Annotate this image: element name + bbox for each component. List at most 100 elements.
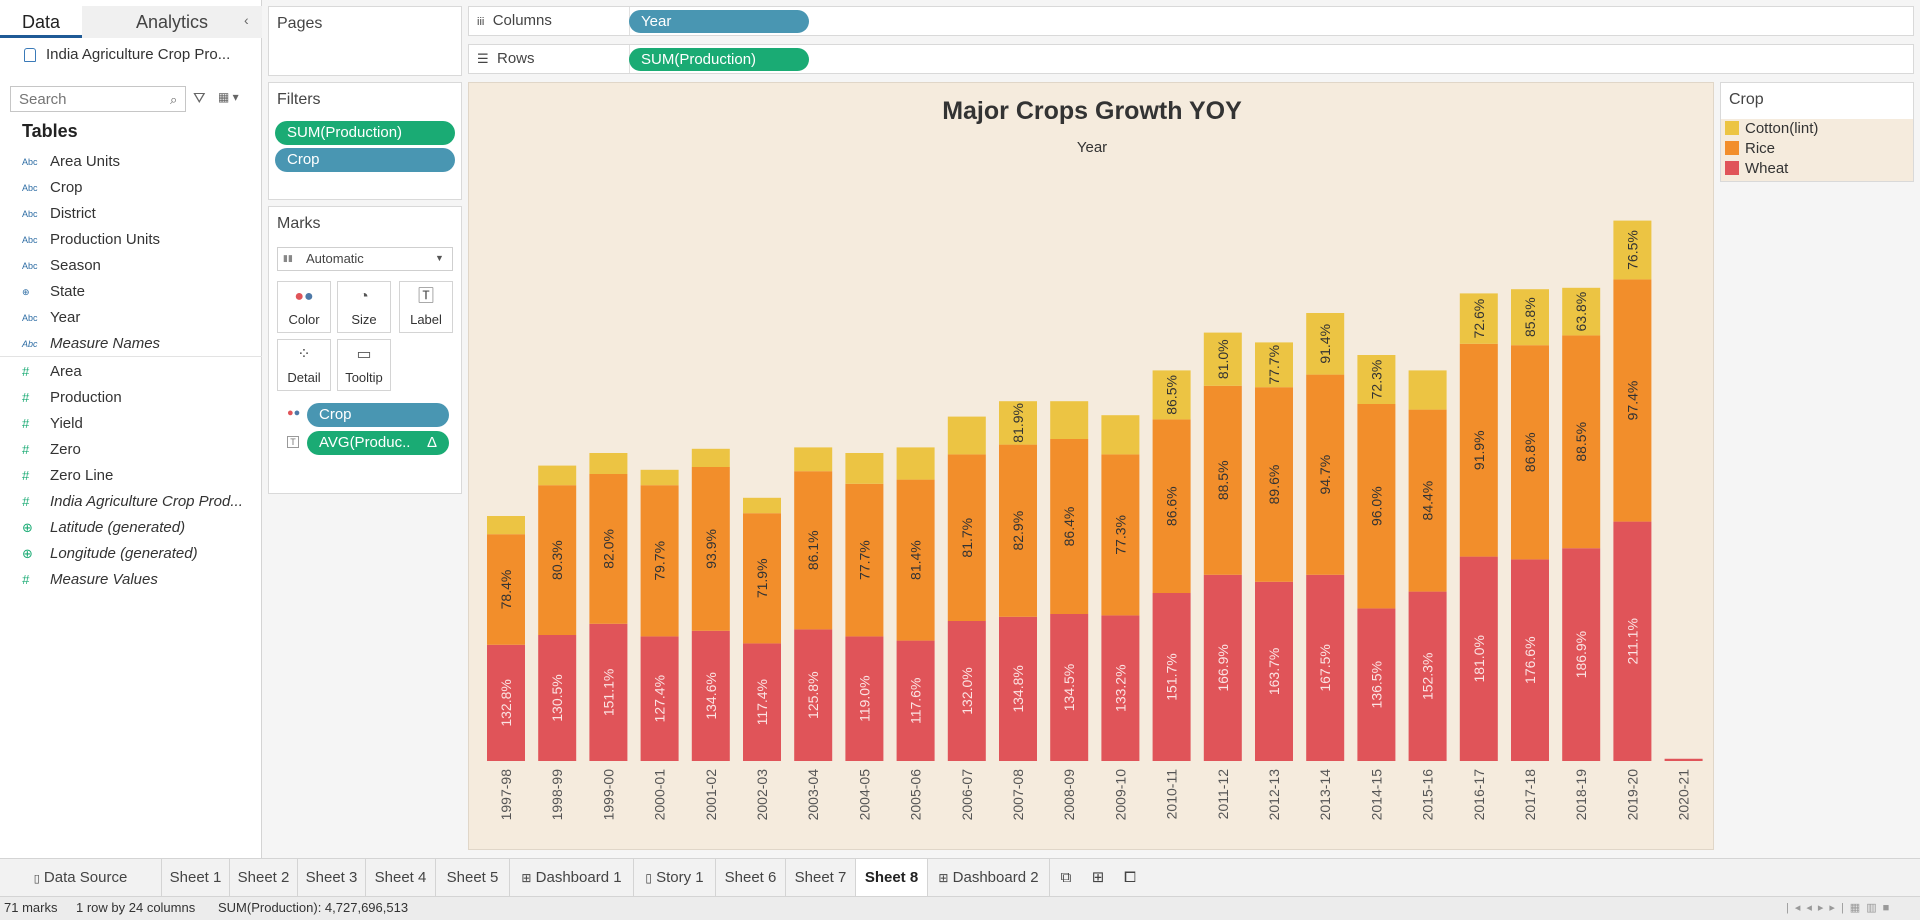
rows-shelf[interactable]: ☰ Rows SUM(Production) [468,44,1914,74]
measure-field[interactable]: ⊕ Longitude (generated) [22,542,198,566]
bar-segment-rice[interactable] [1613,279,1652,522]
mark-type-select[interactable]: Automatic [277,247,453,271]
bar-segment-rice[interactable] [538,485,577,635]
columns-shelf[interactable]: iii Columns Year [468,6,1914,36]
view-options-icon[interactable]: ▦ ▾ [218,90,239,104]
bar-segment-wheat[interactable] [589,623,628,761]
bar-segment-rice[interactable] [1459,343,1498,557]
bar-segment-wheat[interactable] [1664,758,1703,761]
bar-segment-cottonlint[interactable] [1152,370,1191,420]
dimension-field[interactable]: Abc Area Units [22,150,120,174]
measure-field[interactable]: # Zero [22,438,81,462]
filter-pill-crop[interactable]: Crop [275,148,455,172]
tab-sheet-3[interactable]: Sheet 3 [298,859,366,896]
tab-story-1[interactable]: ▯ Story 1 [634,859,716,896]
bar-segment-cottonlint[interactable] [1459,293,1498,344]
bar-segment-wheat[interactable] [1511,559,1549,761]
bar-segment-rice[interactable] [1050,439,1089,614]
dimension-field[interactable]: Abc District [22,202,96,226]
chart-canvas[interactable]: Major Crops Growth YOY Year 132.8% 78.4% 1… [468,82,1714,850]
bar-segment-wheat[interactable] [1255,581,1293,761]
bar-segment-rice[interactable] [640,485,679,637]
stacked-bar-chart[interactable]: 132.8% 78.4% 1997-98 130.5% 80.3% 1998-99 151.… [469,83,1715,851]
bar-segment-wheat[interactable] [487,644,525,761]
new-story-icon[interactable]: ⧠ [1123,869,1136,886]
bar-segment-wheat[interactable] [1613,521,1652,761]
filters-card[interactable]: Filters SUM(Production) Crop [268,82,462,200]
filter-pill-sum-production[interactable]: SUM(Production) [275,121,455,145]
tooltip-button[interactable]: ▭ Tooltip [337,339,391,391]
bar-segment-wheat[interactable] [691,630,730,761]
bar-segment-wheat[interactable] [845,636,884,761]
bar-segment-rice[interactable] [743,513,781,644]
tab-data[interactable]: Data [0,6,82,38]
detail-button[interactable]: ⁘ Detail [277,339,331,391]
bar-segment-wheat[interactable] [1562,548,1601,761]
bar-segment-wheat[interactable] [1203,574,1242,761]
rows-pill-sum-production[interactable]: SUM(Production) [629,48,809,71]
bar-segment-cottonlint[interactable] [1357,355,1396,404]
columns-pill-year[interactable]: Year [629,10,809,33]
collapse-pane-icon[interactable]: ‹ [244,12,249,28]
bar-segment-cottonlint[interactable] [999,401,1037,445]
dimension-field[interactable]: Abc Season [22,254,101,278]
dimension-field[interactable]: Abc Measure Names [22,332,160,356]
bar-segment-wheat[interactable] [640,636,679,761]
color-button[interactable]: ●● Color [277,281,331,333]
bar-segment-cottonlint[interactable] [794,447,833,472]
dimension-field[interactable]: Abc Production Units [22,228,160,252]
bar-segment-wheat[interactable] [1152,593,1191,761]
bar-segment-wheat[interactable] [896,640,935,761]
search-input[interactable] [11,87,161,111]
tab-dashboard-1[interactable]: ⊞ Dashboard 1 [510,859,634,896]
bar-segment-rice[interactable] [794,471,833,630]
bar-segment-wheat[interactable] [1357,608,1396,761]
bar-segment-rice[interactable] [1562,335,1601,549]
bar-segment-cottonlint[interactable] [1408,370,1447,410]
tab-sheet-7[interactable]: Sheet 7 [786,859,856,896]
tab-analytics[interactable]: Analytics [82,6,262,38]
tab-sheet-2[interactable]: Sheet 2 [230,859,298,896]
bar-segment-cottonlint[interactable] [1203,332,1242,386]
tab-data-source[interactable]: ▯ Data Source [0,859,162,896]
measure-field[interactable]: # Production [22,386,122,410]
new-dashboard-icon[interactable]: ⊞ [1091,869,1105,886]
measure-field[interactable]: # Zero Line [22,464,113,488]
tab-sheet-8[interactable]: Sheet 8 [856,859,928,896]
measure-field[interactable]: # Measure Values [22,568,158,592]
dimension-field[interactable]: Abc Year [22,306,80,330]
bar-segment-cottonlint[interactable] [1613,220,1652,280]
bar-segment-wheat[interactable] [999,616,1037,761]
bar-segment-rice[interactable] [1255,387,1293,582]
legend-item-wheat[interactable]: Wheat [1725,159,1788,179]
dimension-field[interactable]: ⊕ State [22,280,85,304]
bar-segment-cottonlint[interactable] [845,453,884,484]
bar-segment-rice[interactable] [1511,345,1549,560]
bar-segment-wheat[interactable] [947,621,986,761]
bar-segment-cottonlint[interactable] [487,516,525,535]
bar-segment-rice[interactable] [1408,409,1447,592]
bar-segment-cottonlint[interactable] [896,447,935,480]
bar-segment-wheat[interactable] [1306,574,1345,761]
bar-segment-wheat[interactable] [794,629,833,761]
bar-segment-rice[interactable] [1101,454,1140,616]
bar-segment-cottonlint[interactable] [1050,401,1089,439]
dimension-field[interactable]: Abc Crop [22,176,83,200]
bar-segment-cottonlint[interactable] [1306,313,1345,375]
tab-sheet-4[interactable]: Sheet 4 [366,859,436,896]
search-icon[interactable]: ⌕ [170,92,178,107]
tab-sheet-5[interactable]: Sheet 5 [436,859,510,896]
marks-pill-crop[interactable]: Crop [307,403,449,427]
bar-segment-rice[interactable] [1357,404,1396,609]
bar-segment-rice[interactable] [1152,419,1191,593]
marks-pill-avg-production[interactable]: AVG(Produc.. Δ [307,431,449,455]
bar-segment-cottonlint[interactable] [589,453,628,474]
bar-segment-wheat[interactable] [1050,614,1089,761]
search-field[interactable] [10,86,186,112]
measure-field[interactable]: # Area [22,360,82,384]
tab-dashboard-2[interactable]: ⊞ Dashboard 2 [928,859,1050,896]
bar-segment-wheat[interactable] [538,635,577,761]
tab-sheet-1[interactable]: Sheet 1 [162,859,230,896]
bar-segment-cottonlint[interactable] [538,465,577,486]
bar-segment-cottonlint[interactable] [947,416,986,455]
